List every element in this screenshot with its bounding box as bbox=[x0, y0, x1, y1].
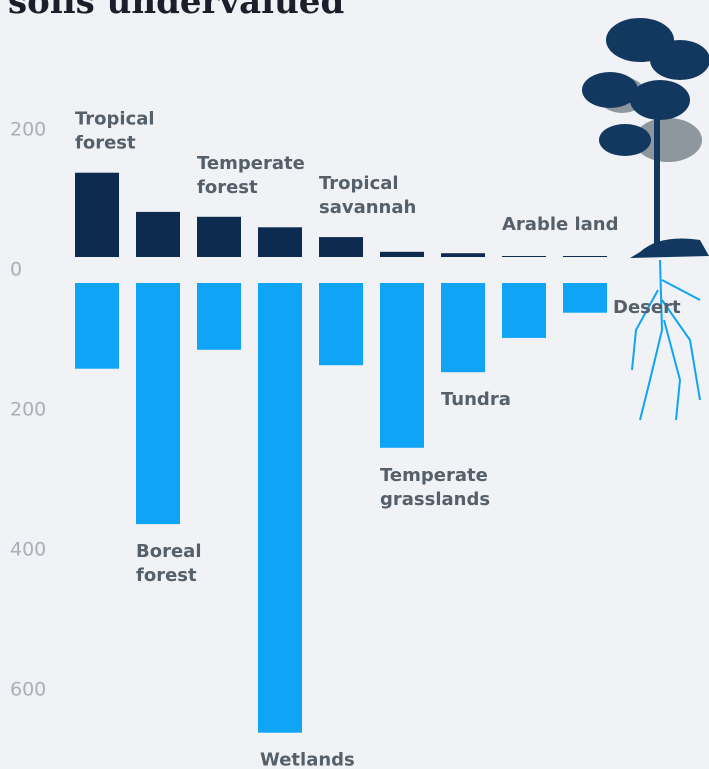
bar bbox=[136, 212, 180, 257]
bar bbox=[380, 252, 424, 257]
label-line: Tropical bbox=[75, 109, 161, 130]
y-tick-label: 200 bbox=[10, 399, 46, 421]
bar bbox=[75, 173, 119, 257]
label-line: Boreal bbox=[136, 541, 208, 562]
label-line: Tropical bbox=[319, 173, 405, 194]
label-line: forest bbox=[136, 565, 197, 586]
category-label: Tundra bbox=[441, 389, 511, 410]
y-tick-label: 0 bbox=[10, 259, 22, 281]
label-line: Temperate bbox=[197, 153, 311, 174]
y-tick-label: 200 bbox=[10, 119, 46, 141]
label-line: savannah bbox=[319, 197, 416, 218]
chart-title: soils undervalued bbox=[8, 0, 344, 22]
y-tick-label: 600 bbox=[10, 679, 46, 701]
bar bbox=[197, 217, 241, 257]
category-label: Arable land bbox=[502, 214, 619, 235]
category-label: Desert bbox=[613, 297, 681, 318]
chart: soils undervalued 6004002000200Tropical … bbox=[0, 0, 709, 769]
bar bbox=[197, 283, 241, 350]
y-tick-label: 400 bbox=[10, 539, 46, 561]
bar bbox=[441, 253, 485, 257]
category-label: Wetlands bbox=[260, 750, 355, 769]
bar bbox=[380, 283, 424, 448]
bar bbox=[75, 283, 119, 369]
bar bbox=[563, 256, 607, 257]
label-line: forest bbox=[197, 177, 258, 198]
bar bbox=[258, 227, 302, 257]
bar bbox=[136, 283, 180, 524]
bar bbox=[319, 283, 363, 365]
label-line: Temperate bbox=[380, 465, 494, 486]
bar bbox=[563, 283, 607, 313]
bar bbox=[319, 237, 363, 257]
bar bbox=[502, 283, 546, 338]
label-line: grasslands bbox=[380, 489, 490, 510]
label-line: forest bbox=[75, 133, 136, 154]
bar bbox=[502, 256, 546, 257]
bar bbox=[441, 283, 485, 372]
bar bbox=[258, 283, 302, 733]
